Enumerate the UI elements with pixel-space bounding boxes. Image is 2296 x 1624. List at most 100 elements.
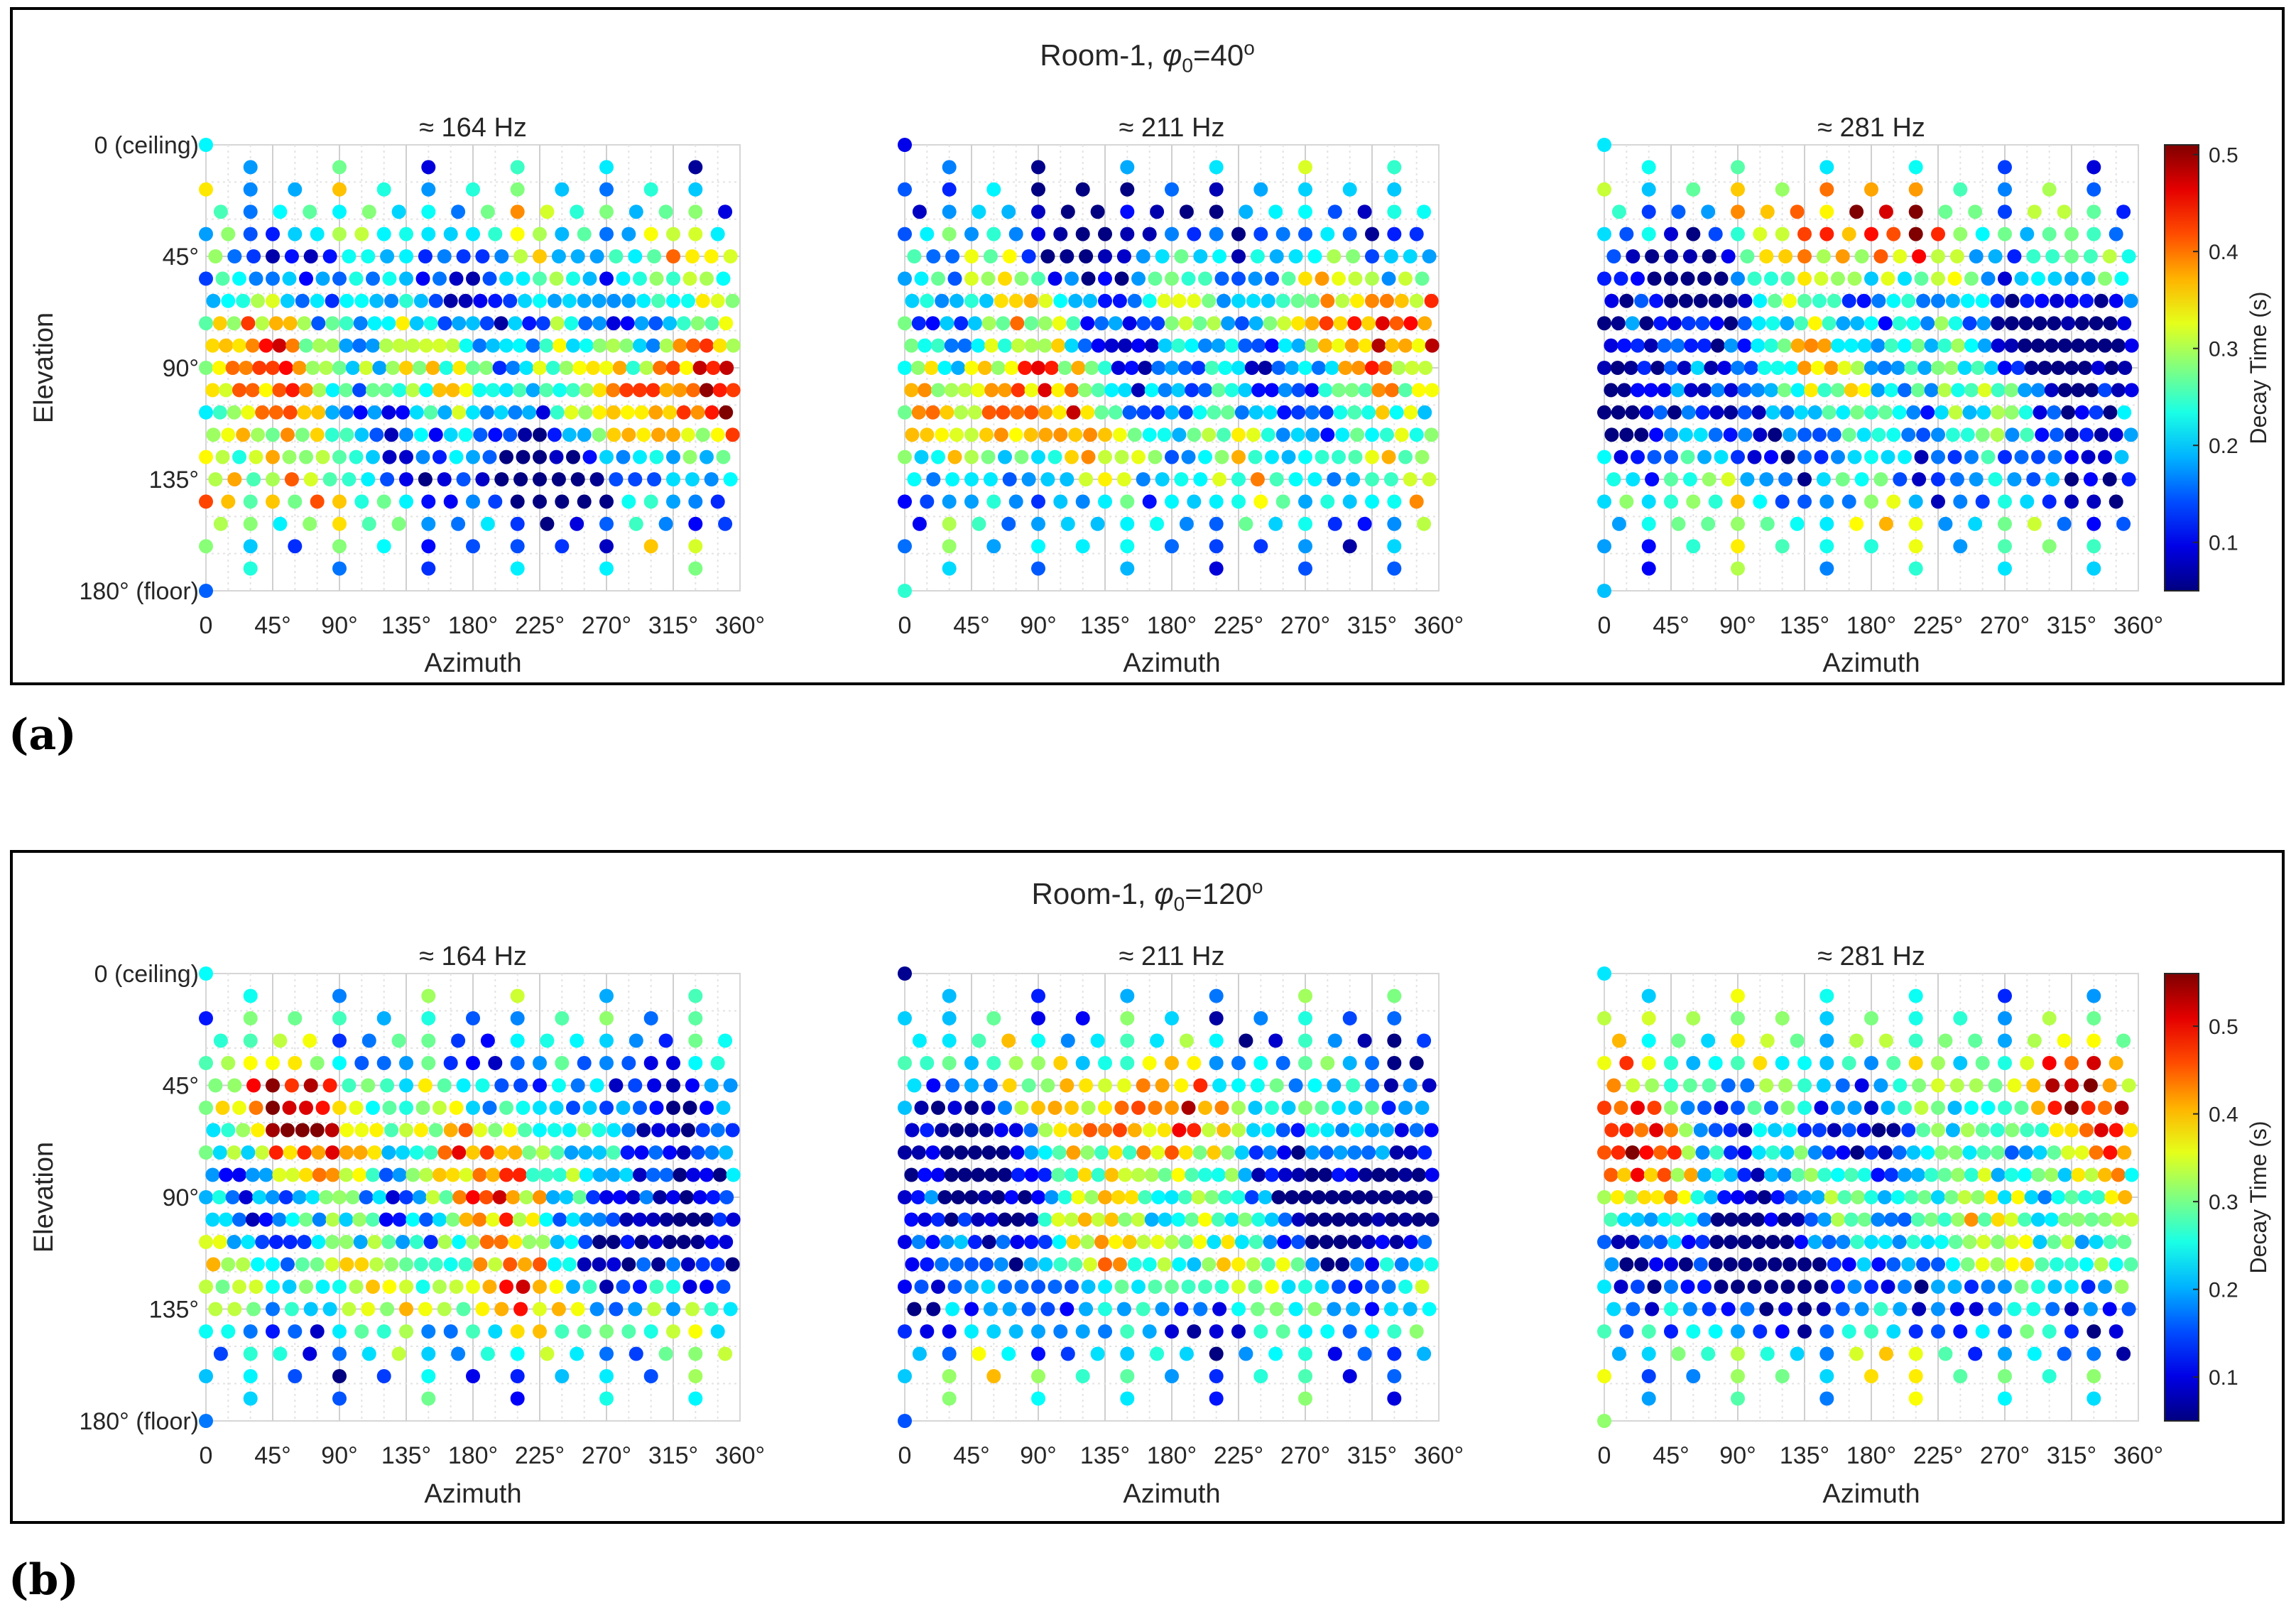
- decay-point: [1886, 1257, 1901, 1272]
- decay-point: [1934, 1235, 1949, 1249]
- decay-point: [421, 494, 436, 509]
- decay-point: [700, 1167, 714, 1182]
- decay-point: [1075, 182, 1090, 197]
- decay-point: [911, 1145, 926, 1160]
- decay-point: [1031, 182, 1045, 197]
- decay-point: [526, 338, 540, 353]
- decay-point: [1023, 427, 1038, 442]
- decay-point: [339, 1167, 354, 1182]
- decay-point: [533, 293, 547, 308]
- decay-point: [1204, 1190, 1219, 1204]
- decay-point: [503, 293, 518, 308]
- decay-point: [1217, 427, 1231, 442]
- decay-point: [937, 1190, 952, 1204]
- decay-point: [1275, 1056, 1290, 1070]
- decay-point: [266, 494, 280, 509]
- decay-point: [712, 383, 727, 398]
- decay-point: [480, 1033, 495, 1048]
- decay-point: [251, 293, 266, 308]
- decay-point: [1157, 1123, 1172, 1138]
- colorbar-label: Decay Time (s): [2246, 291, 2271, 444]
- decay-point: [1263, 1145, 1278, 1160]
- x-axis-label: Azimuth: [424, 1479, 521, 1509]
- decay-point: [305, 1190, 320, 1204]
- decay-point: [1975, 1324, 1990, 1339]
- decay-point: [996, 405, 1011, 420]
- decay-point: [1951, 338, 1966, 353]
- decay-point: [1365, 1190, 1379, 1204]
- decay-point: [609, 472, 624, 486]
- decay-point: [1908, 561, 1923, 576]
- decay-point: [2064, 1280, 2079, 1294]
- decay-point: [1797, 1257, 1812, 1272]
- decay-point: [288, 1011, 303, 1025]
- decay-point: [206, 1257, 221, 1272]
- decay-point: [199, 1011, 213, 1025]
- panel-a-label: (a): [9, 710, 77, 760]
- decay-point: [979, 427, 994, 442]
- decay-point: [1014, 1101, 1029, 1115]
- decay-point: [942, 516, 957, 531]
- decay-point: [1298, 561, 1312, 576]
- decay-point: [1298, 160, 1312, 175]
- decay-point: [421, 182, 436, 197]
- decay-point: [480, 1346, 495, 1361]
- decay-point: [413, 427, 428, 442]
- decay-point: [282, 449, 297, 464]
- decay-point: [428, 427, 443, 442]
- decay-point: [1864, 271, 1878, 286]
- decay-point: [2064, 1324, 2079, 1339]
- decay-point: [283, 405, 298, 420]
- decay-point: [421, 227, 436, 241]
- x-tick-label: 225°: [1214, 1442, 1263, 1469]
- decay-point: [1790, 516, 1805, 531]
- decay-point: [1743, 1190, 1758, 1204]
- decay-point: [1686, 1324, 1701, 1339]
- decay-point: [1797, 1302, 1812, 1317]
- decay-point: [1693, 1123, 1708, 1138]
- decay-point: [998, 449, 1012, 464]
- decay-point: [1131, 1212, 1146, 1227]
- decay-point: [710, 227, 725, 241]
- decay-point: [964, 1257, 979, 1272]
- decay-point: [1908, 205, 1923, 219]
- decay-point: [907, 1078, 922, 1093]
- decay-point: [259, 1212, 273, 1227]
- decay-point: [723, 472, 738, 486]
- decay-point: [666, 1257, 680, 1272]
- decay-point: [1684, 1212, 1699, 1227]
- decay-point: [510, 1011, 525, 1025]
- decay-point: [666, 293, 680, 308]
- decay-point: [996, 1235, 1011, 1249]
- decay-point: [1389, 1145, 1404, 1160]
- decay-point: [1209, 160, 1224, 175]
- decay-point: [492, 361, 507, 375]
- decay-point: [1824, 361, 1839, 375]
- decay-point: [1231, 271, 1246, 286]
- decay-point: [1387, 160, 1402, 175]
- decay-point: [2031, 449, 2045, 464]
- decay-point: [1269, 249, 1284, 263]
- decay-point: [339, 383, 354, 398]
- decay-point: [1864, 405, 1878, 420]
- decay-point: [2109, 494, 2123, 509]
- decay-point: [648, 405, 663, 420]
- decay-point: [1991, 405, 2006, 420]
- decay-point: [1597, 361, 1611, 375]
- decay-point: [1931, 361, 1945, 375]
- decay-point: [266, 271, 280, 286]
- decay-point: [1165, 1056, 1179, 1070]
- decay-point: [1949, 249, 1964, 263]
- decay-point: [369, 427, 384, 442]
- decay-point: [579, 1167, 594, 1182]
- decay-point: [508, 1235, 523, 1249]
- decay-point: [1365, 1257, 1379, 1272]
- decay-point: [243, 1011, 258, 1025]
- decay-point: [918, 1167, 932, 1182]
- decay-point: [288, 539, 303, 554]
- decay-point: [1964, 338, 1979, 353]
- decay-point: [1155, 1302, 1170, 1317]
- decay-point: [1664, 1257, 1678, 1272]
- decay-point: [1953, 182, 1968, 197]
- decay-point: [1770, 1190, 1785, 1204]
